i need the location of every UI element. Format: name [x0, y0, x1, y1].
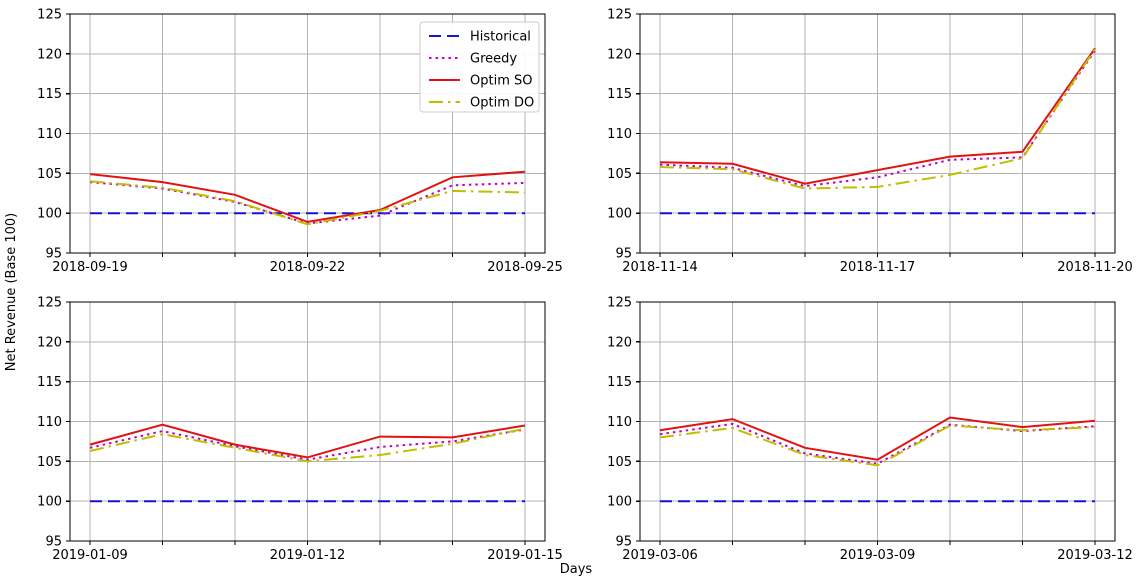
y-tick-label: 110 [607, 127, 632, 142]
y-tick-label: 125 [607, 8, 632, 23]
y-tick-label: 120 [37, 335, 62, 350]
y-tick-label: 115 [37, 375, 62, 390]
series-line-optim-so [659, 416, 1096, 461]
y-tick-label: 95 [45, 535, 62, 550]
subplot-2: 2018-11-14 2018-11-17 2018-11-20 95 100 105 11… [607, 8, 1133, 276]
y-tick-label: 115 [37, 87, 62, 102]
subplot-1: 2018-09-19 2018-09-22 2018-09-25 95 100 105 11… [37, 8, 563, 276]
series-line-greedy [659, 422, 1096, 465]
grid [640, 13, 1115, 254]
legend-label-greedy: Greedy [470, 52, 517, 67]
series-line-optim-do [659, 48, 1096, 190]
y-tick-label: 115 [607, 375, 632, 390]
x-tick-label: 2018-09-22 [270, 260, 346, 275]
y-tick-label: 105 [37, 455, 62, 470]
x-tick-label: 2019-03-06 [622, 548, 698, 563]
legend-item-optim-so: Optim SO [429, 74, 532, 89]
y-tick-label: 115 [607, 87, 632, 102]
x-tick-label: 2018-11-14 [622, 260, 698, 275]
x-tick-label: 2018-11-17 [840, 260, 916, 275]
y-tick-label: 100 [607, 207, 632, 222]
y-tick-label: 100 [37, 495, 62, 510]
y-tick-label: 120 [607, 47, 632, 62]
ticks [636, 13, 1096, 257]
x-tick-label: 2019-01-09 [52, 548, 128, 563]
y-tick-label: 125 [607, 296, 632, 311]
legend-item-optim-do: Optim DO [429, 96, 534, 111]
legend-label-historical: Historical [470, 30, 531, 45]
x-tick-label: 2019-03-09 [840, 548, 916, 563]
legend-item-historical: Historical [429, 30, 531, 45]
ticks [636, 301, 1096, 545]
y-tick-label: 110 [37, 415, 62, 430]
series-line-optim-so [659, 47, 1096, 185]
x-tick-label: 2019-03-12 [1057, 548, 1133, 563]
x-tick-label: 2019-01-15 [487, 548, 563, 563]
series-line-greedy [89, 428, 526, 461]
x-tick-label: 2018-09-19 [52, 260, 128, 275]
y-tick-label: 105 [607, 455, 632, 470]
y-axis-label: Net Revenue (Base 100) [4, 213, 19, 371]
y-tick-label: 95 [615, 535, 632, 550]
y-tick-label: 95 [615, 247, 632, 262]
series-line-optim-do [89, 427, 526, 463]
series-line-greedy [659, 50, 1096, 188]
subplot-4: 2019-03-06 2019-03-09 2019-03-12 95 100 105 11… [607, 296, 1133, 564]
x-axis-label: Days [560, 562, 593, 577]
legend-item-greedy: Greedy [429, 52, 517, 67]
y-tick-label: 110 [37, 127, 62, 142]
series-line-optim-so [89, 423, 526, 459]
y-tick-label: 125 [37, 8, 62, 23]
y-tick-label: 105 [37, 167, 62, 182]
y-tick-label: 95 [45, 247, 62, 262]
y-tick-label: 120 [37, 47, 62, 62]
y-tick-label: 100 [607, 495, 632, 510]
y-tick-label: 110 [607, 415, 632, 430]
y-tick-label: 120 [607, 335, 632, 350]
series-line-optim-do [659, 424, 1096, 467]
ticks [66, 13, 526, 257]
legend: Historical Greedy Optim SO Optim DO [419, 21, 540, 113]
y-tick-label: 105 [607, 167, 632, 182]
series-line-optim-do [89, 180, 526, 226]
x-tick-label: 2018-11-20 [1057, 260, 1133, 275]
y-tick-label: 100 [37, 207, 62, 222]
x-tick-label: 2018-09-25 [487, 260, 563, 275]
legend-label-optim-do: Optim DO [470, 96, 534, 111]
ticks [66, 301, 526, 545]
series-line-optim-so [89, 170, 526, 223]
grid [70, 301, 545, 542]
subplots-group: 2018-09-19 2018-09-22 2018-09-25 95 100 105 11… [37, 8, 1133, 564]
legend-label-optim-so: Optim SO [470, 74, 532, 89]
y-tick-label: 125 [37, 296, 62, 311]
subplot-3: 2019-01-09 2019-01-12 2019-01-15 95 100 105 11… [37, 296, 563, 564]
x-tick-label: 2019-01-12 [270, 548, 346, 563]
legend-box [419, 21, 540, 113]
